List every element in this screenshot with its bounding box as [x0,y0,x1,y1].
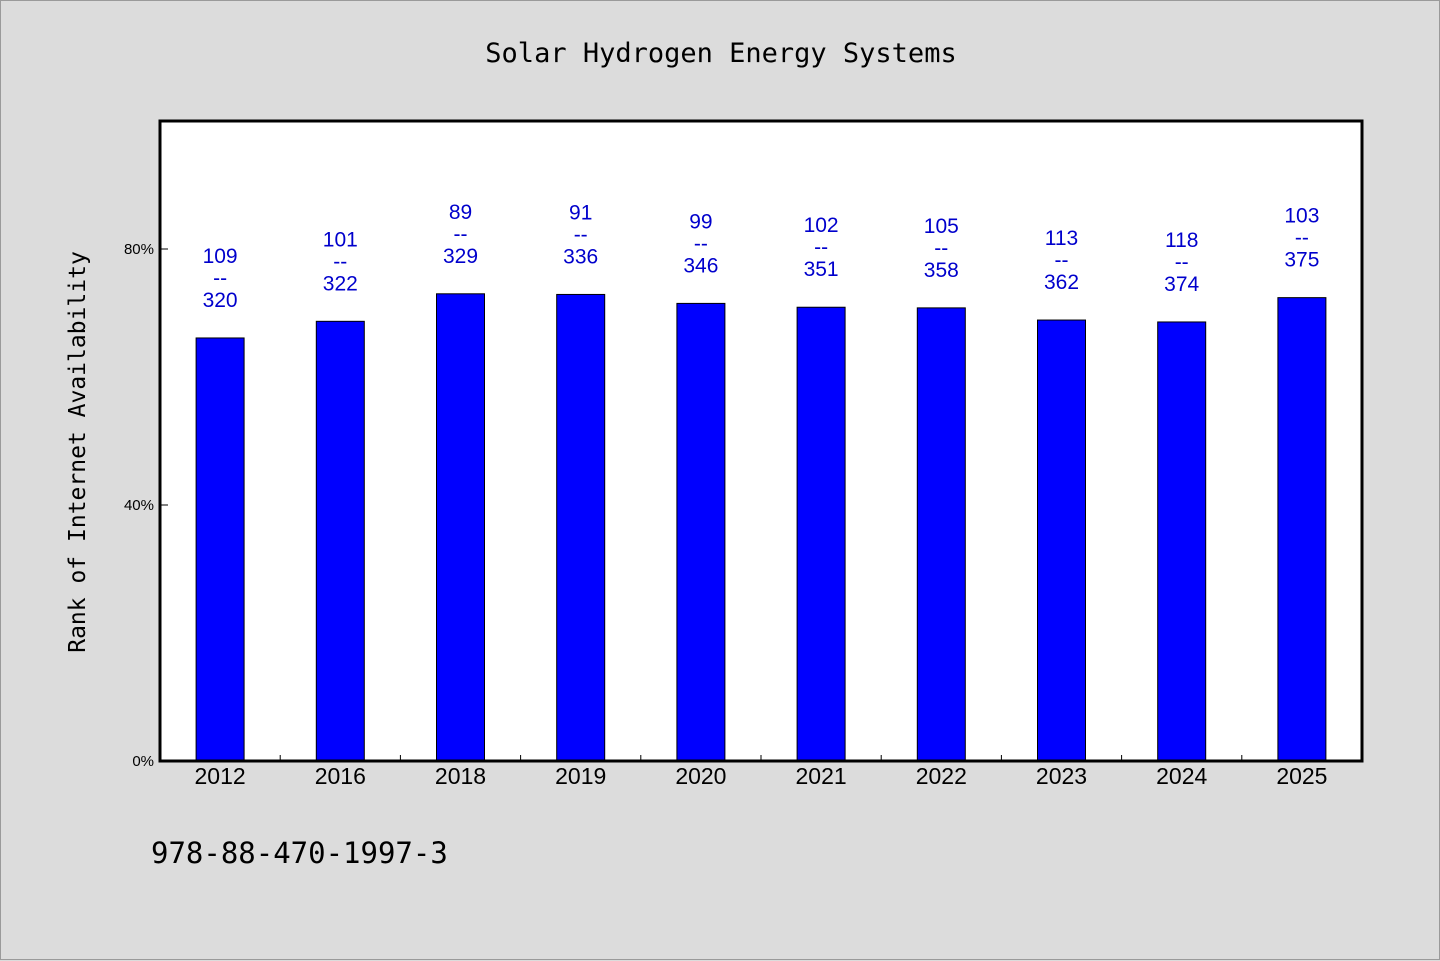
data-label: 346 [683,254,718,277]
data-label: 374 [1164,273,1199,296]
x-tick-label: 2024 [1156,763,1207,789]
data-label: 329 [443,245,478,268]
data-label: 113 [1045,227,1078,250]
y-tick-label: 40% [124,497,154,514]
bars-group [195,293,1327,762]
plot-border [158,119,1364,763]
bar [1277,297,1327,762]
data-label: -- [1055,249,1069,272]
bar [1037,319,1086,762]
bar [916,307,966,762]
data-label: 101 [323,228,358,251]
data-label: 358 [924,259,959,282]
data-label: 109 [203,245,238,268]
data-label: 105 [924,215,959,238]
data-label: 102 [804,214,839,237]
data-label: 320 [203,289,238,312]
data-label: -- [934,237,948,260]
data-label: -- [213,267,227,290]
x-tick-label: 2018 [435,763,486,789]
x-tick-label: 2023 [1036,763,1087,789]
data-label: 91 [569,201,592,224]
y-axis-label: Rank of Internet Availability [65,251,91,653]
x-tick-label: 2021 [796,763,847,789]
data-label: -- [814,236,828,259]
x-tick-label: 2025 [1276,763,1327,789]
chart-title: Solar Hydrogen Energy Systems [485,38,956,69]
data-label: 99 [689,210,712,233]
bar [315,320,365,762]
data-label: 351 [804,258,839,281]
x-tick-label: 2022 [916,763,967,789]
data-label: 362 [1044,271,1079,294]
data-label: 322 [323,272,358,295]
x-tick-label: 2020 [675,763,726,789]
data-label: -- [1175,251,1189,274]
footer-note: 978-88-470-1997-3 [151,836,448,870]
data-label: 336 [563,245,598,268]
data-label: -- [574,223,588,246]
data-label: -- [454,223,468,246]
x-tick-label: 2019 [555,763,606,789]
bar [195,337,245,762]
bar [556,293,606,762]
y-tick-label: 80% [124,241,154,258]
data-label: 118 [1165,229,1198,252]
data-label: -- [1295,227,1309,250]
x-tick-label: 2016 [315,763,366,789]
data-labels-group: 109--320101--32289--32991--33699--346102… [203,201,1320,312]
data-label: 103 [1284,205,1319,228]
data-label: -- [694,232,708,255]
data-label: 375 [1284,249,1319,272]
data-label: -- [333,250,347,273]
data-label: 89 [449,201,472,224]
bar [1157,321,1207,762]
bar [436,293,485,762]
x-tick-label: 2012 [195,763,246,789]
bar [676,302,726,762]
bar [796,306,846,762]
y-tick-label: 0% [132,753,154,770]
axes-group: 2012 2016 2018 2019 2020 2021 2022 2023 2024 2025… [124,241,1328,789]
